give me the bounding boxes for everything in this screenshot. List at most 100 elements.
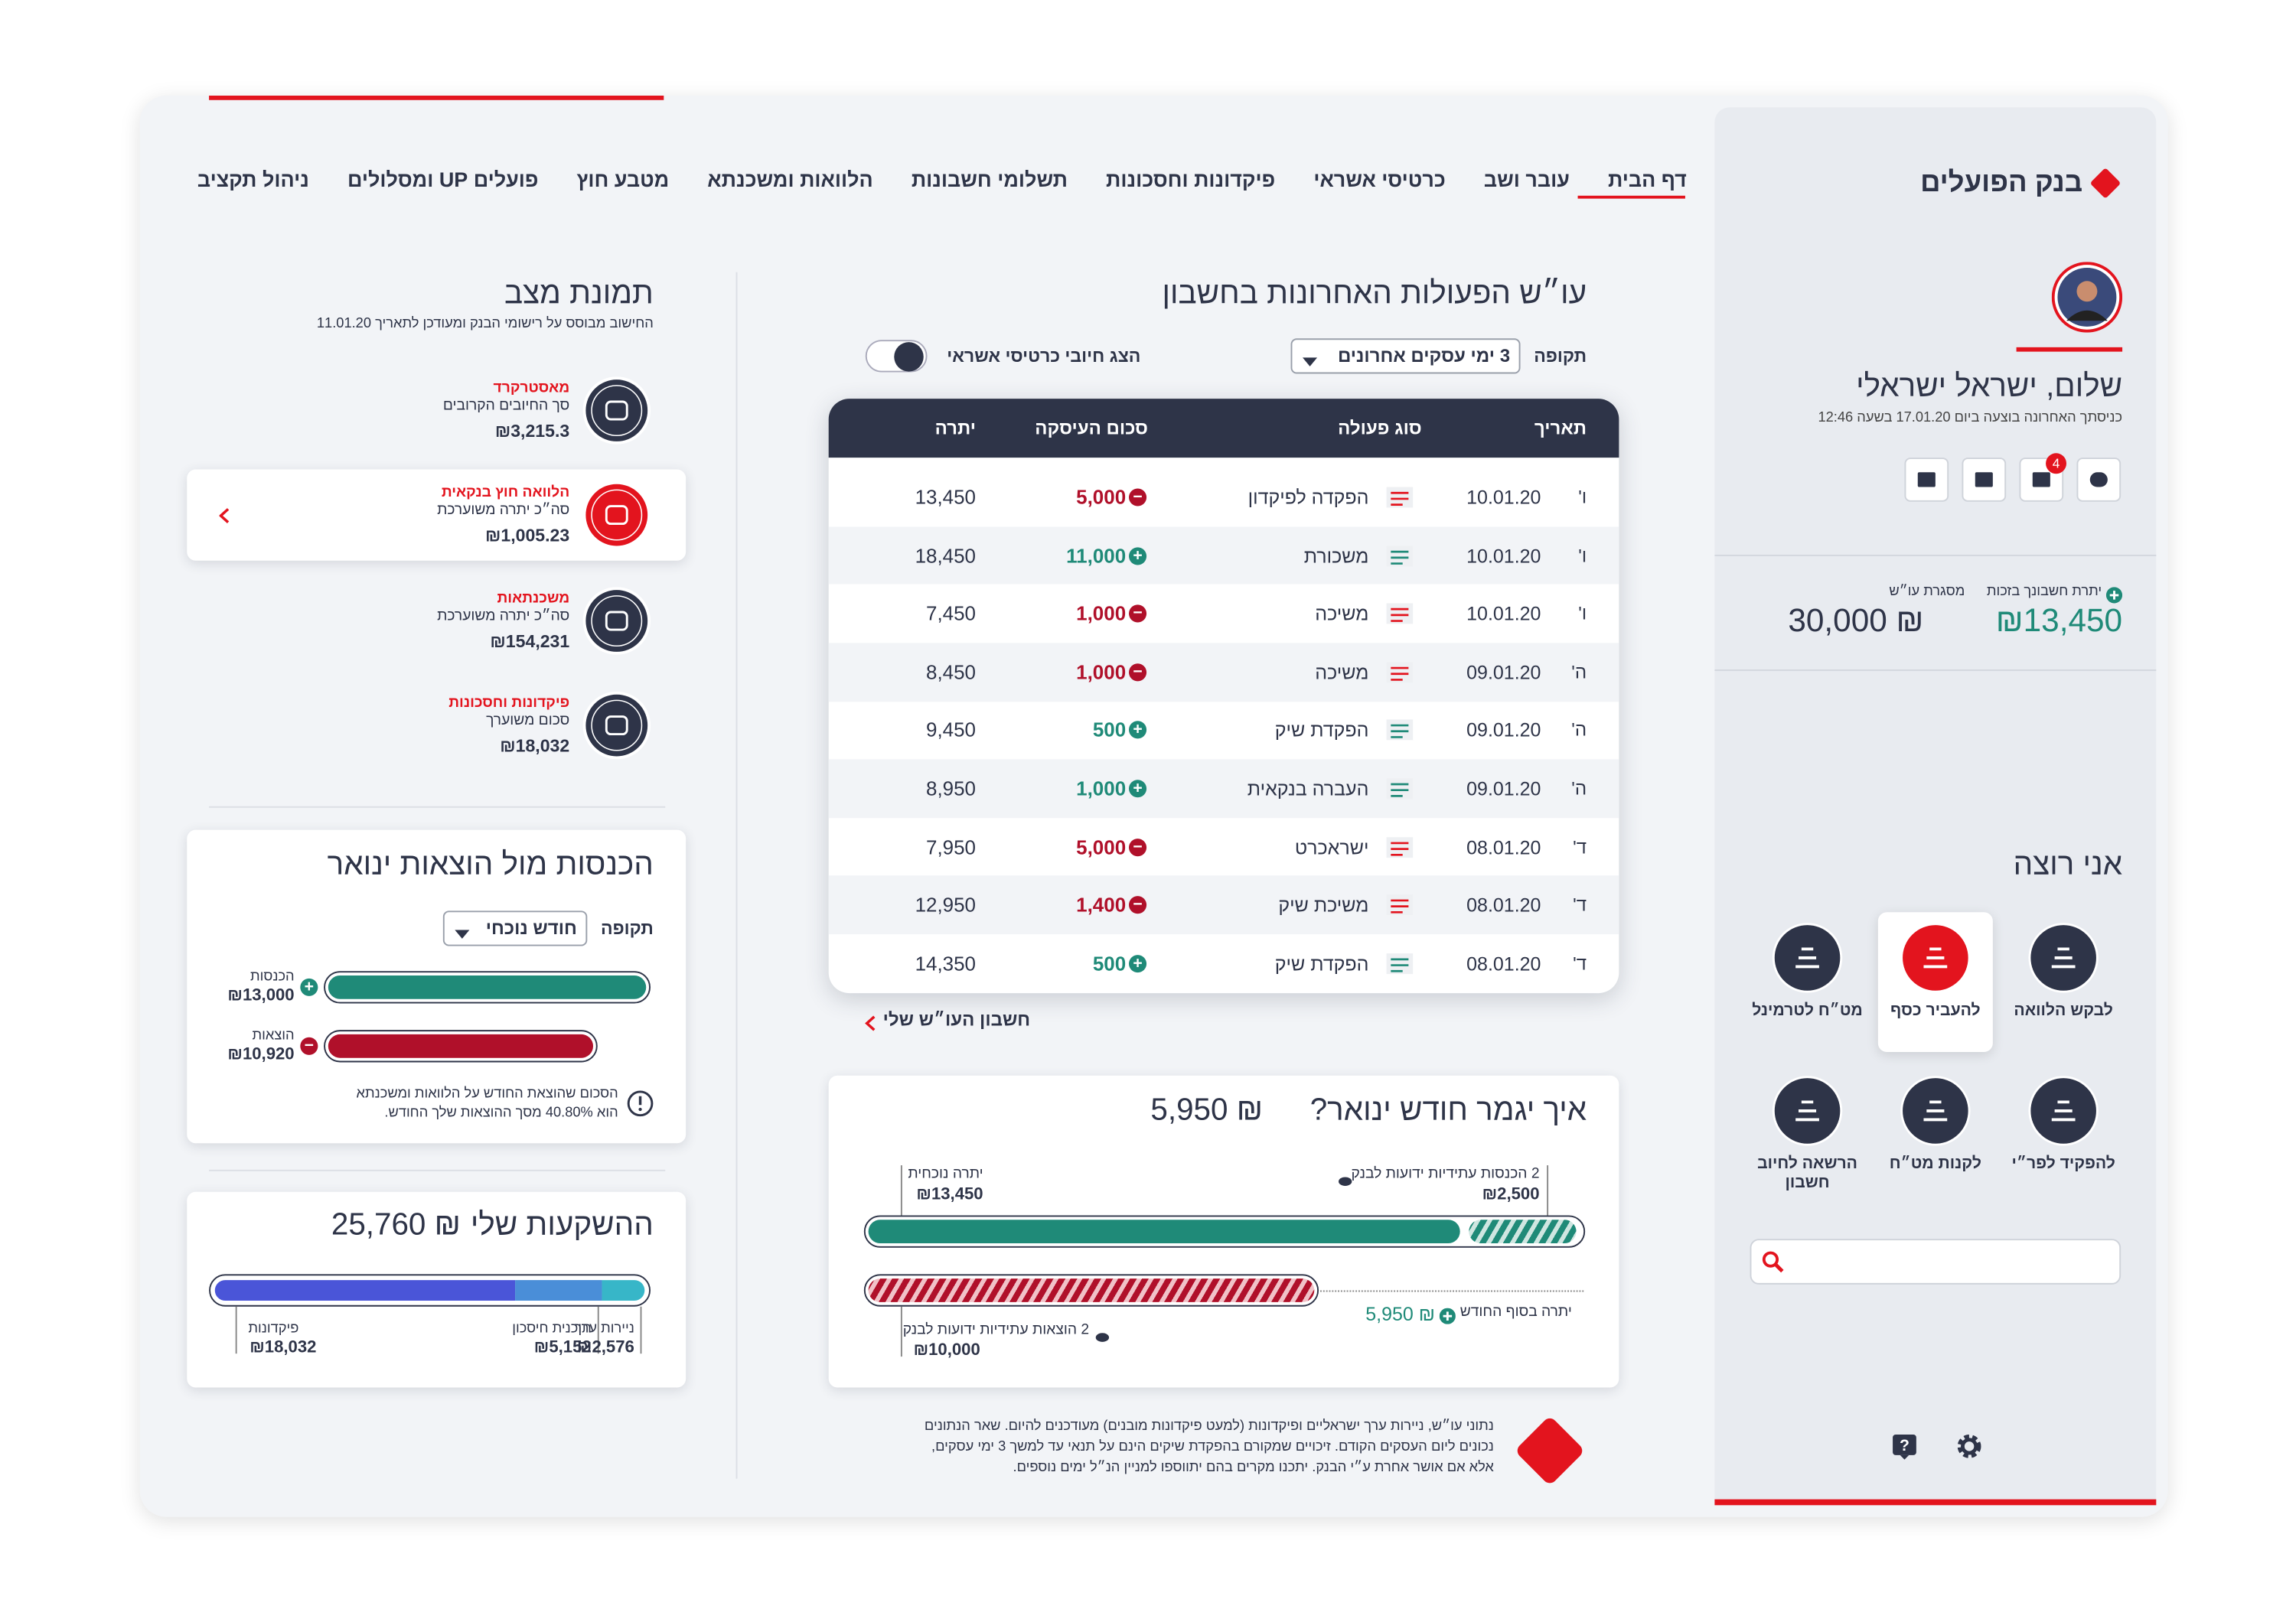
settings-icon[interactable] xyxy=(1956,1433,1983,1460)
nav-item[interactable]: הלוואות ומשכנתא xyxy=(707,168,873,192)
bell-button[interactable] xyxy=(2076,458,2122,502)
divider xyxy=(1714,555,2157,556)
month-end-title: איך יגמר חודש ינואר? xyxy=(1309,1093,1587,1128)
segment-label: פיקדונות xyxy=(248,1320,299,1337)
credit-label: מסגרת עו״ש xyxy=(1889,583,1965,600)
type-icon xyxy=(1386,660,1416,691)
bar-value: ₪13,000 xyxy=(227,987,295,1005)
row-date: 10.01.20 xyxy=(1466,602,1541,625)
action-label[interactable]: להעביר כסף xyxy=(1890,1002,1981,1020)
summary-item-subtitle: סך החיובים הקרובים xyxy=(442,398,570,415)
balance-value: ₪13,450 xyxy=(1995,601,2123,639)
row-balance: 8,450 xyxy=(926,661,976,683)
nav-item[interactable]: תשלומי חשבונות xyxy=(911,168,1068,192)
period-dropdown[interactable] xyxy=(442,910,588,946)
row-type: משיכה xyxy=(1315,661,1369,683)
tick xyxy=(900,1306,902,1357)
current-bar xyxy=(868,1220,1460,1243)
period-dropdown[interactable] xyxy=(1290,338,1521,374)
bar-label: הוצאות xyxy=(252,1028,295,1044)
bar-sign: − xyxy=(300,1037,318,1055)
row-type: משיכת שיק xyxy=(1278,894,1369,917)
row-day: ו' xyxy=(1578,487,1587,508)
help-icon[interactable]: ? xyxy=(1891,1433,1918,1460)
eye-icon xyxy=(1338,1168,1352,1195)
summary-item-value: ₪154,231 xyxy=(490,630,570,652)
type-icon xyxy=(1386,777,1416,807)
nav-item[interactable]: עובר ושב xyxy=(1483,168,1570,192)
divider xyxy=(209,1169,666,1171)
amount-sign: + xyxy=(1129,546,1147,565)
row-date: 10.01.20 xyxy=(1466,486,1541,509)
action-label[interactable]: הרשאה לחיוב חשבון xyxy=(1757,1155,1857,1192)
future-expense-bar xyxy=(868,1278,1316,1302)
action-icon[interactable] xyxy=(1900,923,1971,1001)
action-label[interactable]: להפקיד לפר״י xyxy=(2011,1155,2115,1173)
action-icon[interactable] xyxy=(2028,923,2099,1001)
row-bg xyxy=(828,875,1619,935)
eye-icon xyxy=(1095,1324,1110,1351)
future-income-value: ₪2,500 xyxy=(1482,1186,1540,1204)
search-box[interactable] xyxy=(1750,1239,2122,1285)
action-icon[interactable] xyxy=(1900,1076,1971,1154)
bar-sign: + xyxy=(300,978,318,996)
avatar xyxy=(2051,262,2123,333)
plus-icon xyxy=(1439,1305,1456,1332)
investments-total: ₪ 25,760 xyxy=(331,1207,461,1243)
amount-sign: + xyxy=(1129,954,1147,972)
row-balance: 7,450 xyxy=(926,602,976,625)
current-label: יתרה נוכחית xyxy=(908,1166,983,1183)
type-icon xyxy=(1386,602,1416,633)
nav-item[interactable]: כרטיסי אשראי xyxy=(1313,168,1446,192)
summary-icon xyxy=(582,586,651,662)
future-expense-value: ₪10,000 xyxy=(913,1341,980,1360)
table-header xyxy=(828,399,1619,458)
tick xyxy=(597,1306,599,1354)
end-value: ₪ 5,950 xyxy=(1365,1302,1436,1325)
row-amount: 1,000 xyxy=(1076,602,1127,625)
row-type: הפקדה לפיקדון xyxy=(1247,486,1369,509)
account-link[interactable]: חשבון העו״ש שלי xyxy=(882,1009,1031,1031)
row-day: ה' xyxy=(1571,720,1587,741)
chevron xyxy=(864,1012,876,1039)
balance-label: יתרת חשבונך בזכות xyxy=(1986,583,2102,600)
action-label[interactable]: לבקש הלוואה xyxy=(2014,1002,2113,1020)
row-day: ה' xyxy=(1571,661,1587,682)
mail-button[interactable] xyxy=(2019,458,2064,502)
footer-note: נתוני עו״ש, ניירות ערך ישראליים ופיקדונו… xyxy=(924,1418,1494,1476)
action-label[interactable]: לקנות מט״ח xyxy=(1889,1155,1981,1173)
tasks-button[interactable] xyxy=(1962,458,2007,502)
summary-subtitle: החישוב מבוסס על רישומי הבנק ומעודכן לתאר… xyxy=(316,315,654,332)
end-label: יתרה בסוף החודש xyxy=(1459,1304,1572,1321)
bar-label: הכנסות xyxy=(249,969,295,985)
row-amount: 500 xyxy=(1092,952,1127,975)
action-icon[interactable] xyxy=(1772,1076,1843,1154)
action-icon[interactable] xyxy=(2028,1076,2099,1154)
row-amount: 5,000 xyxy=(1076,835,1127,858)
row-type: הפקדת שיק xyxy=(1274,952,1369,975)
action-icon[interactable] xyxy=(1772,923,1843,1001)
nav-item[interactable]: דף הבית xyxy=(1607,168,1687,192)
nav-item[interactable]: ניהול תקציב xyxy=(197,168,309,192)
segment-label: תוכנית חיסכון xyxy=(512,1320,592,1337)
income-note: הסכום שהוצאת החודש על הלוואות ומשכנתא הו… xyxy=(356,1086,618,1122)
column-header: תאריך xyxy=(1534,418,1587,439)
tick xyxy=(640,1306,642,1354)
segment-value: ₪2,576 xyxy=(576,1339,634,1357)
column-header: סכום העיסקה xyxy=(1035,418,1148,439)
nav-item[interactable]: פיקדונות וחסכונות xyxy=(1106,168,1276,192)
divider xyxy=(209,806,666,808)
chevron xyxy=(218,505,231,532)
summary-item-title: הלוואה חוץ בנקאית xyxy=(441,485,570,502)
action-label[interactable]: מט״ח לטרמינל xyxy=(1752,1002,1863,1020)
people-button[interactable] xyxy=(1904,458,1949,502)
dropdown-arrow xyxy=(1302,350,1318,377)
nav-item[interactable]: מטבע חוץ xyxy=(576,168,670,192)
tick xyxy=(235,1306,237,1354)
type-icon xyxy=(1386,952,1416,982)
toggle-label: הצג חיובי כרטיסי אשראי xyxy=(947,345,1141,366)
nav-item[interactable]: פועלים UP ומסלולים xyxy=(347,168,539,192)
greeting: שלום, ישראל ישראלי xyxy=(1856,369,2123,403)
row-balance: 14,350 xyxy=(915,952,976,975)
row-date: 08.01.20 xyxy=(1466,894,1541,917)
